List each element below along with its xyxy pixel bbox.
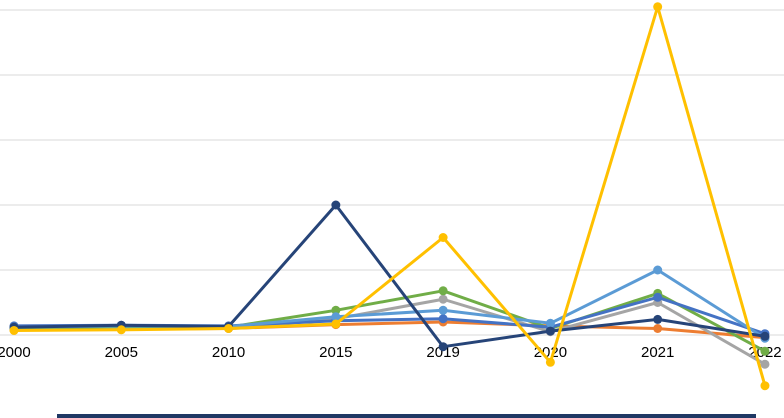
data-point-light-blue xyxy=(331,312,341,322)
data-point-light-blue xyxy=(653,265,663,275)
data-point-green xyxy=(438,286,448,296)
data-point-gold xyxy=(760,381,770,391)
x-axis-label: 2005 xyxy=(105,344,138,361)
data-point-gold xyxy=(9,325,19,335)
series-line-navy xyxy=(12,203,767,349)
x-axis-label: 2000 xyxy=(0,344,31,361)
series-line-gold xyxy=(12,5,767,388)
data-point-light-blue xyxy=(438,305,448,315)
data-point-navy xyxy=(653,314,663,324)
data-point-navy xyxy=(760,331,770,341)
data-point-gold xyxy=(653,2,663,12)
data-point-gold xyxy=(331,319,341,329)
data-point-blue xyxy=(438,314,448,324)
x-axis-label: 2019 xyxy=(426,344,459,361)
data-point-light-blue xyxy=(545,318,555,328)
data-point-navy xyxy=(331,200,341,210)
data-point-navy xyxy=(438,342,448,352)
data-point-gray xyxy=(438,294,448,304)
data-point-orange xyxy=(653,324,663,333)
data-point-blue xyxy=(653,292,663,302)
data-point-green xyxy=(760,346,770,356)
data-point-gold xyxy=(224,324,234,333)
bottom-edge-bar xyxy=(57,414,756,418)
x-axis-label: 2021 xyxy=(641,344,674,361)
data-point-gray xyxy=(760,359,770,369)
x-axis-label: 2020 xyxy=(534,344,567,361)
x-axis-label: 2010 xyxy=(212,344,245,361)
data-point-gold xyxy=(545,357,555,367)
x-axis-label: 2015 xyxy=(319,344,352,361)
data-point-gold xyxy=(116,325,126,335)
data-point-navy xyxy=(545,326,555,336)
data-point-gold xyxy=(438,233,448,242)
data-point-green xyxy=(331,305,341,315)
